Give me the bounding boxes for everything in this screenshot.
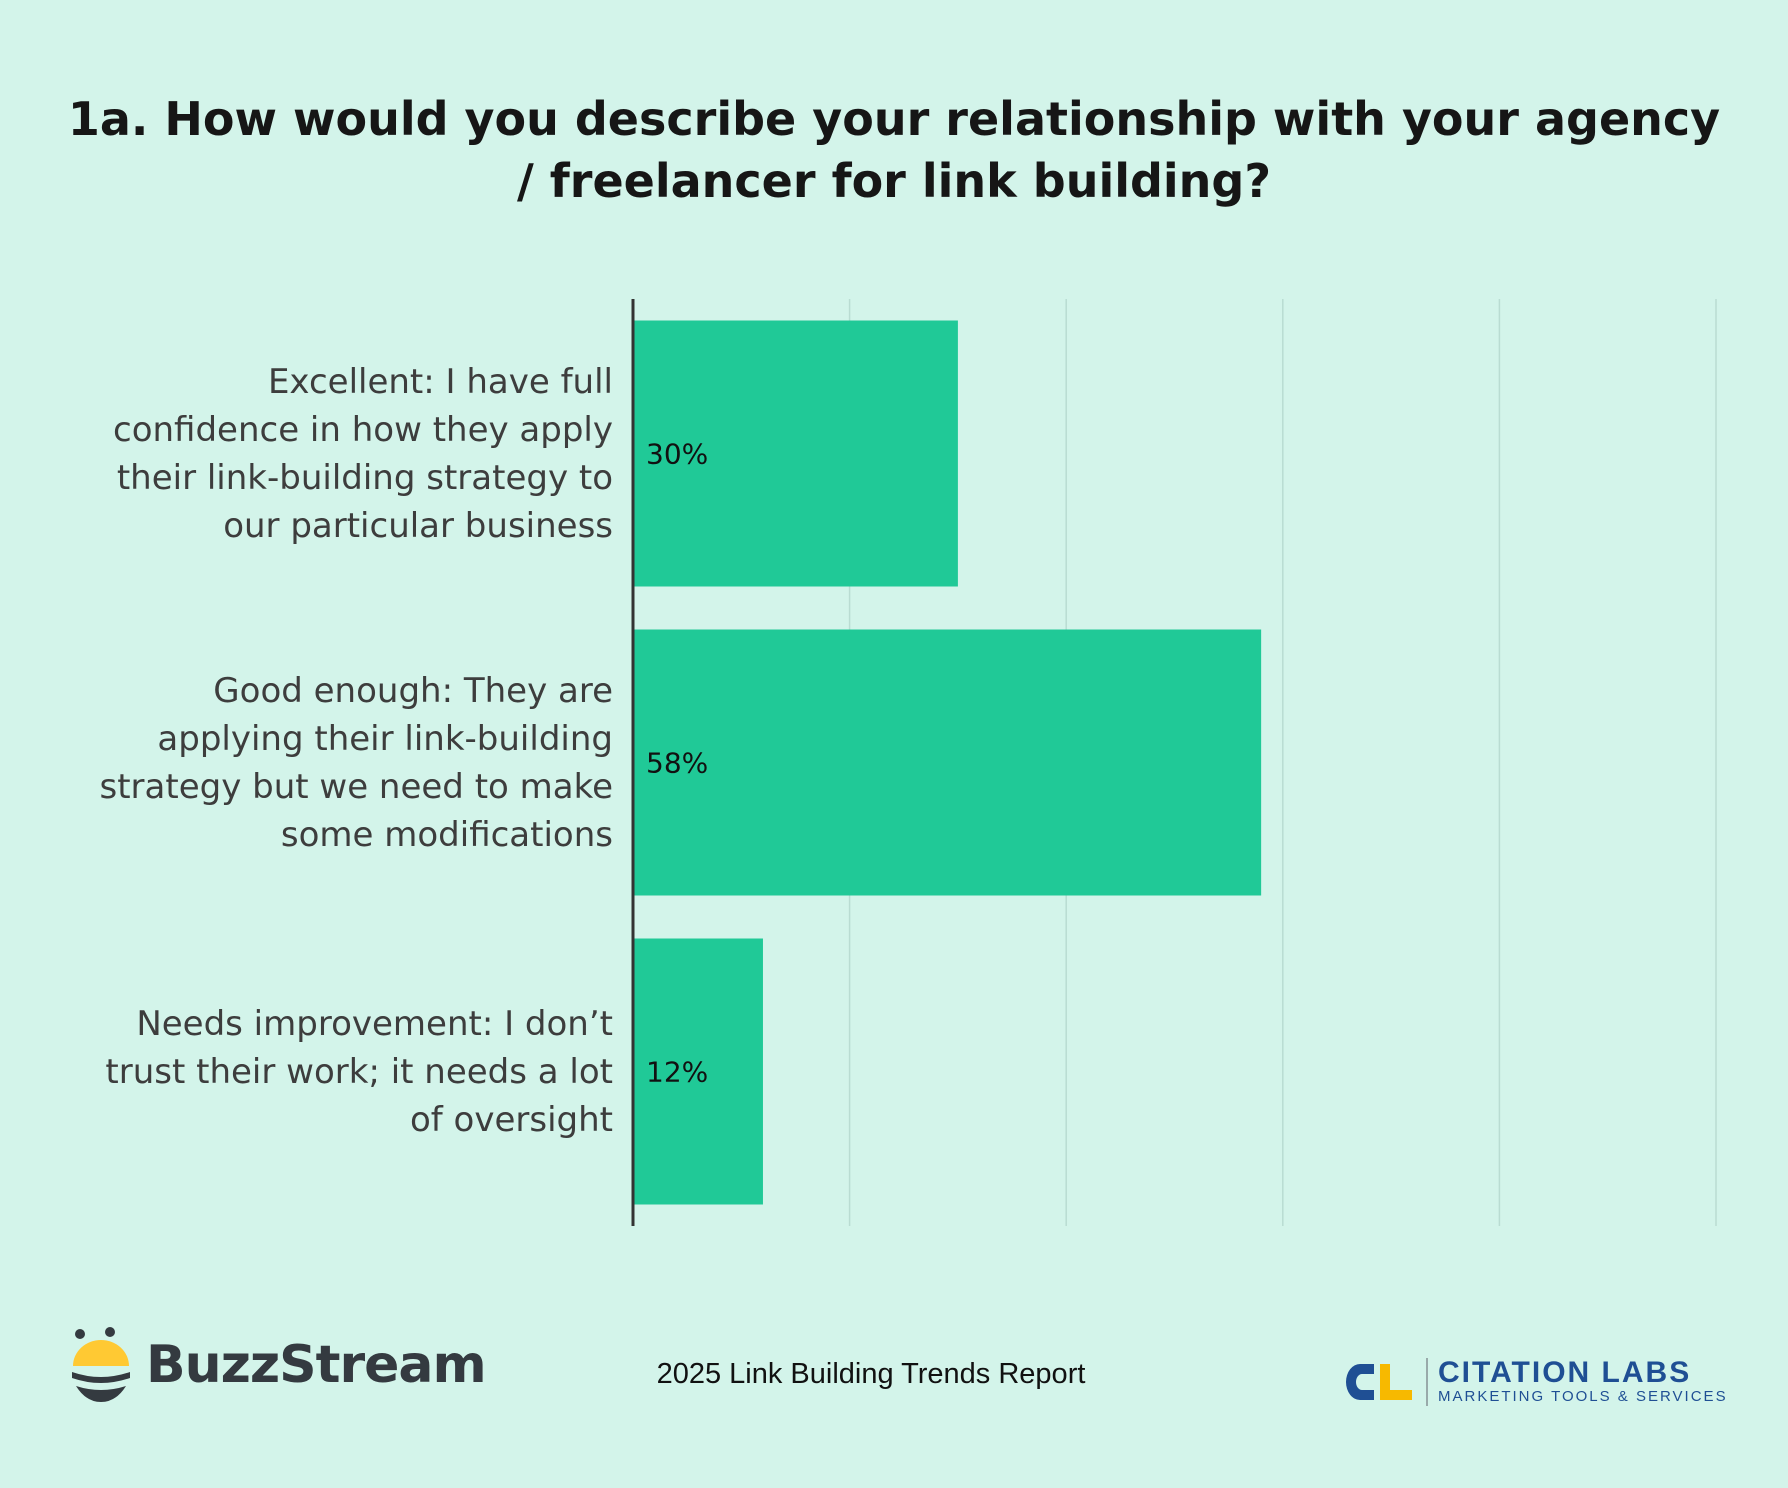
bar [633,320,958,587]
category-label-line: applying their link-building [157,718,613,759]
data-label: 12% [646,1056,708,1089]
category-label: Good enough: They are applying their link… [33,667,614,859]
citation-labs-tagline: MARKETING TOOLS & SERVICES [1438,1388,1728,1405]
citation-labs-name: CITATION LABS [1438,1356,1692,1389]
category-label-line: Needs improvement: I don’t [136,1003,613,1044]
bee-icon [72,1327,130,1402]
category-label-line: Excellent: I have full [267,361,613,402]
bar [633,938,763,1205]
category-label-line: some modifications [280,814,613,855]
category-label: Excellent: I have full confidence in how … [33,358,613,550]
bar-chart: 30% 58% 12% [631,299,1717,1226]
buzzstream-logo: BuzzStream [70,1326,487,1404]
category-label-line: our particular business [223,505,613,546]
data-label: 58% [646,747,708,780]
buzzstream-name: BuzzStream [146,1335,487,1395]
category-label-line: their link-building strategy to [116,457,613,498]
report-name: 2025 Link Building Trends Report [656,1358,1086,1390]
category-label-line: strategy but we need to make [99,766,614,807]
category-label-line: confidence in how they apply [113,409,613,450]
chart-title: 1a. How would you describe your relation… [67,92,1721,208]
category-label-line: Good enough: They are [213,670,613,711]
category-label-line: of oversight [409,1099,613,1140]
data-label: 30% [646,438,708,471]
category-label-line: trust their work; it needs a lot [105,1051,613,1092]
category-label: Needs improvement: I don’t trust their wo… [33,1000,613,1144]
citation-labs-logo: CITATION LABS MARKETING TOOLS & SERVICES [1344,1358,1728,1406]
bar [633,629,1262,896]
cl-monogram-icon [1346,1364,1412,1400]
